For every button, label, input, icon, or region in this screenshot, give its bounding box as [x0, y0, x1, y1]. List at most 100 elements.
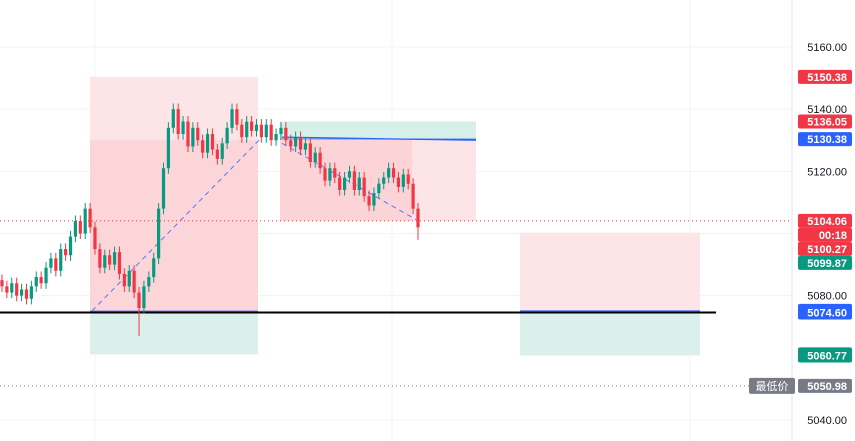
price-badge [798, 114, 852, 129]
candle-body [215, 149, 219, 159]
price-badge-label: 5130.38 [807, 134, 847, 146]
price-badge [798, 132, 852, 147]
candle-body [161, 168, 166, 209]
short-position-lower-zone [280, 121, 476, 140]
candle-body [362, 177, 366, 197]
price-badge-label: 5150.38 [807, 72, 847, 84]
candle-body [318, 152, 322, 169]
candle-body [406, 174, 410, 184]
price-badge-label: 5104.06 [807, 216, 847, 228]
price-badge [798, 348, 852, 363]
candle-body [196, 127, 200, 141]
long-position-1-lower-zone [90, 310, 258, 355]
candle-body [342, 177, 347, 190]
candle-body [186, 121, 190, 147]
candle-body [328, 168, 332, 181]
price-badge [798, 69, 852, 84]
y-tick-label: 5120.00 [807, 166, 847, 178]
candle-body [235, 109, 239, 125]
candle-body [284, 127, 288, 141]
price-badge-label: 5100.27 [807, 244, 847, 256]
candle-body [357, 177, 361, 190]
candle-body [401, 174, 405, 187]
candle-body [367, 196, 371, 206]
candle-body [93, 227, 97, 250]
candle-body [254, 124, 259, 131]
price-lines [0, 220, 792, 387]
candle-body [49, 258, 53, 268]
candle-body [225, 127, 229, 144]
candle-body [347, 171, 352, 178]
candle-body [171, 109, 175, 128]
candle-body [39, 277, 43, 284]
candle-body [24, 289, 29, 299]
candle-body [112, 252, 117, 265]
candle-body [98, 249, 102, 268]
y-tick-label: 5040.00 [807, 415, 847, 427]
long-position-2-lower-zone [520, 310, 700, 356]
resistance-trendline [281, 136, 477, 141]
price-badge [798, 241, 852, 256]
short-path-dashed [281, 142, 417, 220]
candle-body [147, 277, 151, 287]
candle-body [377, 183, 381, 194]
candle-body [157, 208, 161, 259]
candle-body [210, 134, 215, 150]
candle-body [44, 267, 48, 284]
candle-body [127, 270, 131, 287]
candle-body [191, 127, 195, 147]
candle-body [78, 221, 82, 234]
price-badge [798, 378, 852, 393]
candle-body [108, 255, 112, 265]
price-badge-label: 5050.98 [807, 381, 847, 393]
candle-body [338, 177, 342, 190]
candle-body [0, 280, 4, 287]
long-position-2-upper-zone [520, 232, 700, 311]
candle-body [298, 137, 303, 150]
price-badge [798, 213, 852, 228]
price-badge [798, 227, 852, 242]
candle-body [245, 121, 249, 138]
candle-body [201, 140, 205, 153]
candle-body [117, 252, 122, 274]
candle-body [142, 286, 146, 309]
candle-body [264, 124, 268, 138]
candle-body [396, 177, 401, 187]
price-badge-label: 5136.05 [807, 116, 847, 128]
candle-body [387, 168, 391, 178]
candle-body [10, 283, 14, 293]
price-badge [798, 255, 852, 270]
candle-body [411, 183, 415, 209]
candle-body [240, 124, 244, 138]
candle-body [372, 193, 376, 206]
candle-body [15, 283, 19, 296]
y-tick-label: 5160.00 [807, 42, 847, 54]
candle-body [166, 127, 170, 169]
candle-body [279, 127, 283, 135]
price-badge-label: 5060.77 [807, 350, 847, 362]
candles [0, 103, 420, 337]
y-tick-label: 5140.00 [807, 104, 847, 116]
candle-body [269, 124, 273, 141]
candle-body [416, 208, 420, 228]
candle-body [391, 168, 396, 178]
candle-body [88, 208, 92, 228]
candle-body [303, 143, 308, 150]
candle-body [323, 168, 327, 181]
long-position-1-fill [90, 140, 258, 311]
candle-body [313, 152, 317, 163]
candle-body [19, 289, 24, 296]
y-tick-label: 5080.00 [807, 291, 847, 303]
price-badge-label: 5074.60 [807, 307, 847, 319]
candle-body [59, 249, 63, 271]
candle-body [29, 286, 33, 299]
candle-body [34, 277, 38, 287]
position-zones [90, 76, 700, 356]
candle-body [294, 137, 298, 147]
candle-body [274, 134, 278, 141]
candle-body [259, 124, 263, 138]
candle-body [122, 273, 126, 287]
candle-body [83, 208, 87, 234]
candle-body [103, 255, 107, 268]
